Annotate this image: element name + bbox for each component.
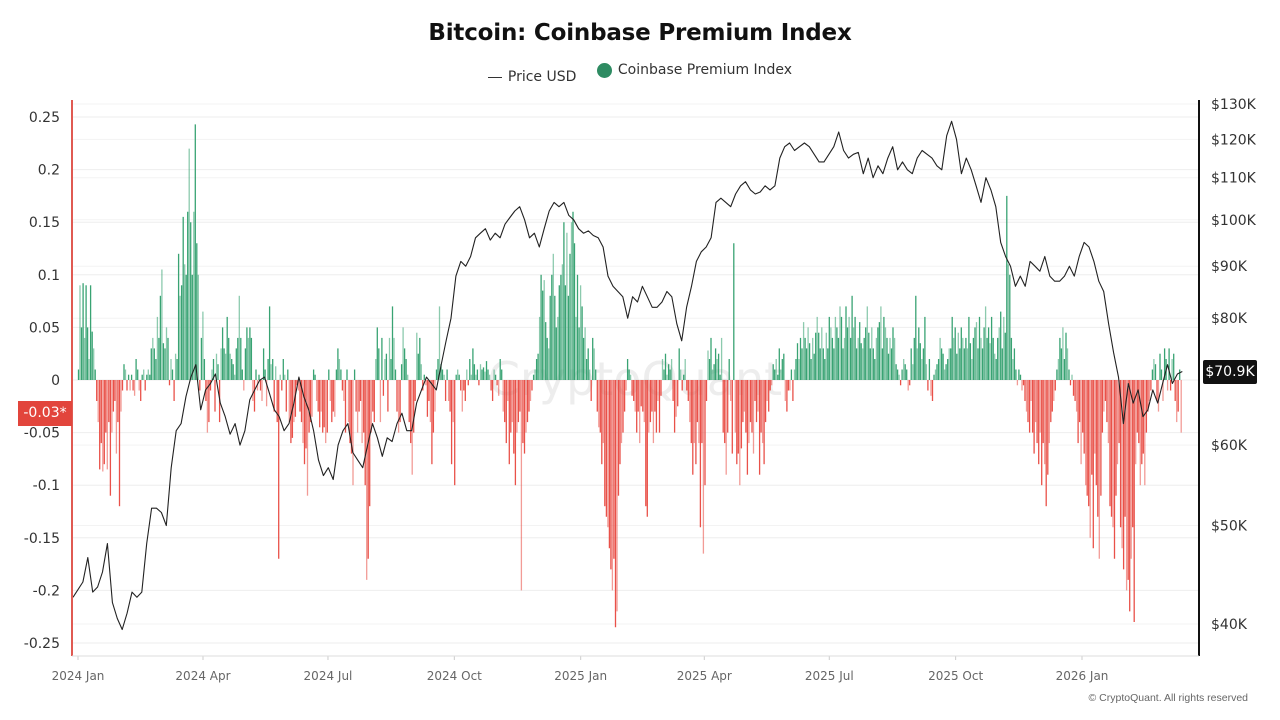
left-tick-label: 0.1 <box>38 268 60 284</box>
left-tick-label: 0.15 <box>29 215 60 231</box>
right-axis-ticks: $130K $120K $110K $100K $90K $80K $60K $50K $40K <box>1211 97 1257 633</box>
left-tick-label: 0.05 <box>29 320 60 336</box>
x-tick-label: 2025 Jan <box>554 669 607 683</box>
right-tick-label: $90K <box>1211 259 1248 275</box>
x-tick-label: 2024 Jul <box>304 669 353 683</box>
x-tick-label: 2024 Oct <box>427 669 482 683</box>
left-tick-label: -0.1 <box>33 478 60 494</box>
chart-title: Bitcoin: Coinbase Premium Index <box>428 20 852 46</box>
right-tick-label: $80K <box>1211 311 1248 327</box>
left-tick-label: -0.15 <box>24 531 60 547</box>
premium-bars <box>77 124 1182 628</box>
current-premium-badge: -0.03* <box>18 401 72 426</box>
current-price-badge: $70.9K <box>1203 360 1257 384</box>
line-swatch-icon <box>487 76 502 78</box>
legend-label-price: Price USD <box>507 69 577 85</box>
right-tick-label: $50K <box>1211 519 1248 535</box>
left-tick-label: -0.2 <box>33 583 60 599</box>
x-tick-label: 2025 Apr <box>677 669 732 683</box>
left-tick-label: -0.05 <box>24 426 60 442</box>
legend-item-price[interactable]: Price USD <box>487 69 577 85</box>
right-tick-label: $120K <box>1211 132 1257 148</box>
copyright-footer: © CryptoQuant. All rights reserved <box>1088 692 1248 704</box>
x-axis-ticks: 2024 Jan 2024 Apr 2024 Jul 2024 Oct 2025 Jan… <box>52 656 1109 683</box>
right-tick-label: $100K <box>1211 213 1257 229</box>
x-tick-label: 2025 Jul <box>805 669 854 683</box>
dot-swatch-icon <box>596 62 612 78</box>
left-axis-ticks: 0.25 0.2 0.15 0.1 0.05 0 -0.05 -0.1 -0.15 -0.2 -0.… <box>24 110 60 652</box>
x-tick-label: 2024 Apr <box>175 669 230 683</box>
legend-label-premium: Coinbase Premium Index <box>617 62 793 78</box>
right-tick-label: $40K <box>1211 617 1248 633</box>
left-tick-label: 0 <box>51 373 60 389</box>
price-line <box>72 120 1183 631</box>
legend: Price USD Coinbase Premium Index <box>0 62 1280 85</box>
right-tick-label: $60K <box>1211 438 1248 454</box>
x-tick-label: 2025 Oct <box>928 669 983 683</box>
left-tick-label: 0.2 <box>38 163 60 179</box>
legend-item-premium[interactable]: Coinbase Premium Index <box>596 62 793 78</box>
left-tick-label: -0.25 <box>24 636 60 652</box>
x-tick-label: 2026 Jan <box>1056 669 1109 683</box>
right-tick-label: $130K <box>1211 97 1257 113</box>
left-tick-label: 0.25 <box>29 110 60 126</box>
x-tick-label: 2024 Jan <box>52 669 105 683</box>
right-tick-label: $110K <box>1211 171 1257 187</box>
